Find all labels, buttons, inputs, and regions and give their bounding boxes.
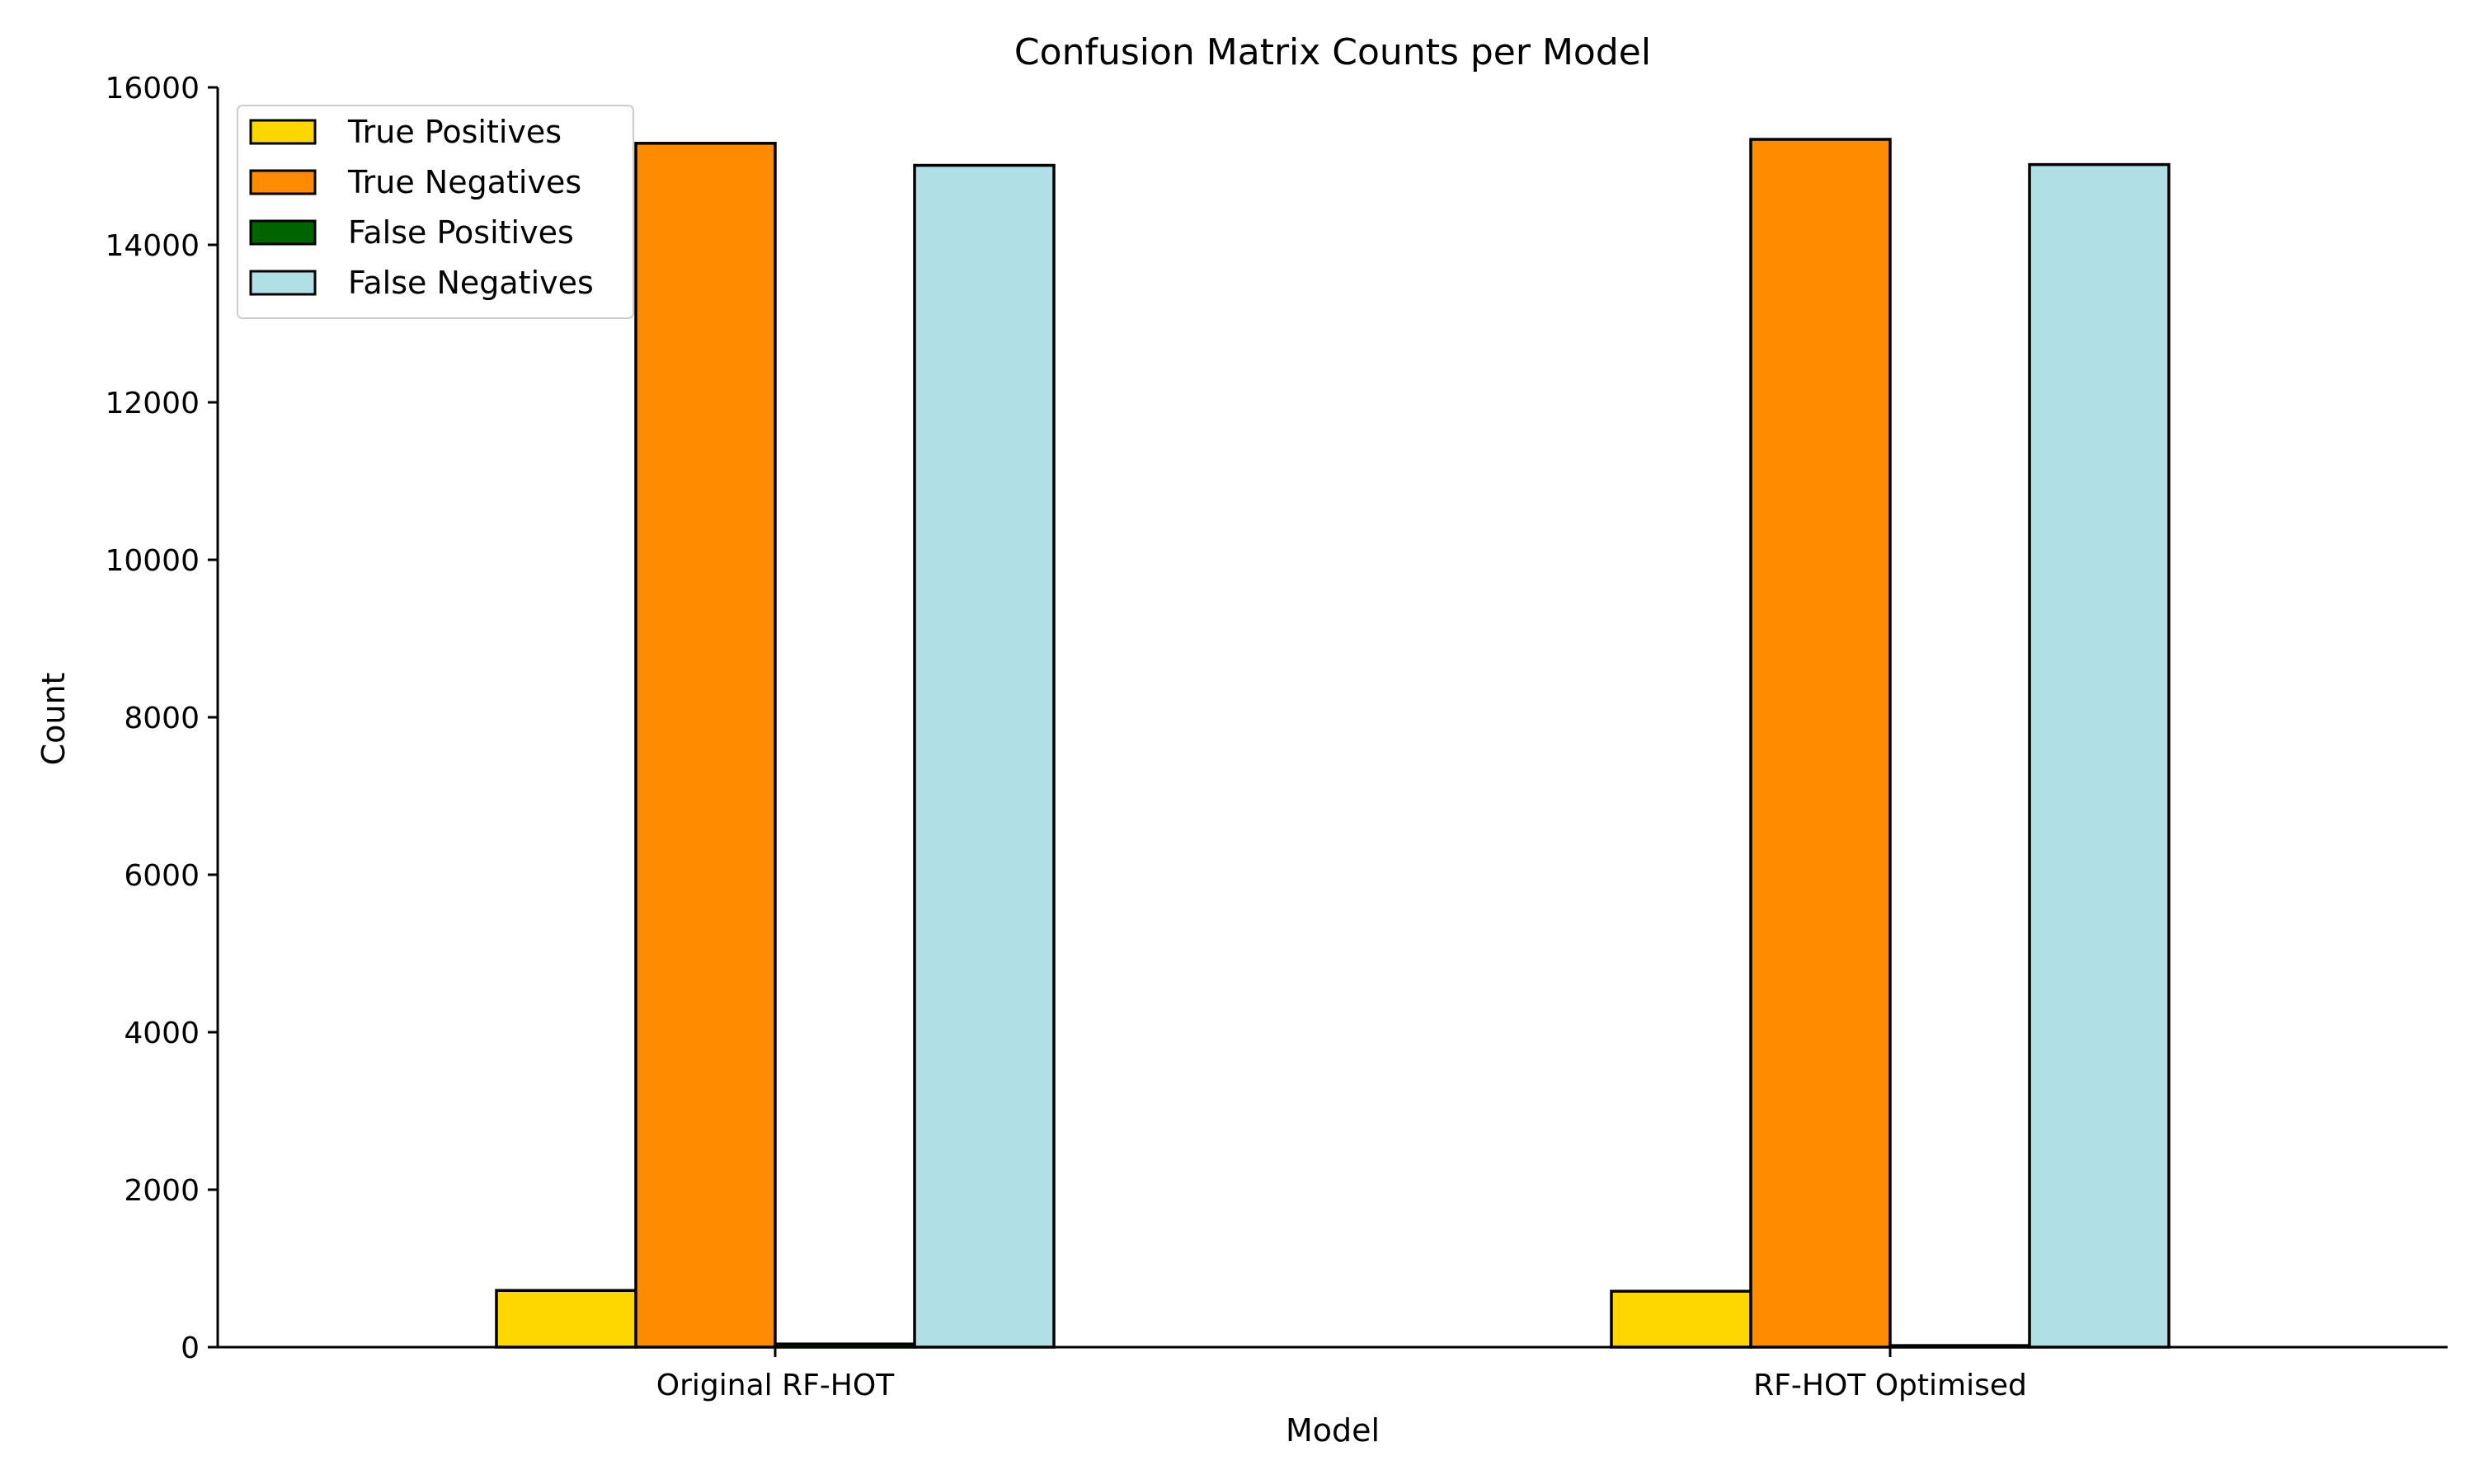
bar-true-positives-1: [495, 1289, 637, 1349]
x-tick-label: Original RF-HOT: [656, 1369, 895, 1402]
x-tick-label: RF-HOT Optimised: [1753, 1369, 2027, 1402]
y-tick-label: 6000: [124, 859, 200, 893]
axes-layer: Original RF-HOT RF-HOT Optimised 0 2000 4000…: [105, 72, 2448, 1402]
legend-swatch-true-positives: [249, 119, 317, 145]
legend-swatch-false-positives: [249, 219, 317, 246]
legend-frame: [237, 105, 634, 319]
legend: True Positives True Negatives False Positi…: [237, 105, 634, 319]
bar-true-negatives-1: [634, 142, 777, 1349]
y-axis-label: Count: [35, 673, 72, 766]
y-tick-label: 10000: [105, 544, 200, 578]
legend-swatch-false-negatives: [249, 270, 317, 296]
legend-label-false-negatives: False Negatives: [348, 265, 594, 301]
bar-false-negatives-2: [2028, 162, 2171, 1349]
y-tick-label: 8000: [124, 702, 200, 735]
bars-layer: [495, 138, 2171, 1349]
legend-label-true-positives: True Positives: [347, 114, 562, 150]
y-tick-label: 16000: [105, 72, 200, 106]
bar-true-positives-2: [1610, 1289, 1752, 1349]
legend-swatch-true-negatives: [249, 169, 317, 195]
legend-label-true-negatives: True Negatives: [347, 164, 581, 200]
bar-true-negatives-2: [1749, 138, 1892, 1349]
y-tick-label: 14000: [105, 229, 200, 263]
y-tick-label: 2000: [124, 1174, 200, 1208]
chart-title: Confusion Matrix Counts per Model: [1014, 31, 1651, 73]
y-tick-label: 0: [181, 1331, 200, 1365]
legend-label-false-positives: False Positives: [348, 214, 574, 251]
y-tick-label: 12000: [105, 387, 200, 420]
y-tick-label: 4000: [124, 1017, 200, 1050]
x-axis-label: Model: [1286, 1412, 1380, 1449]
bar-false-negatives-1: [913, 163, 1056, 1349]
